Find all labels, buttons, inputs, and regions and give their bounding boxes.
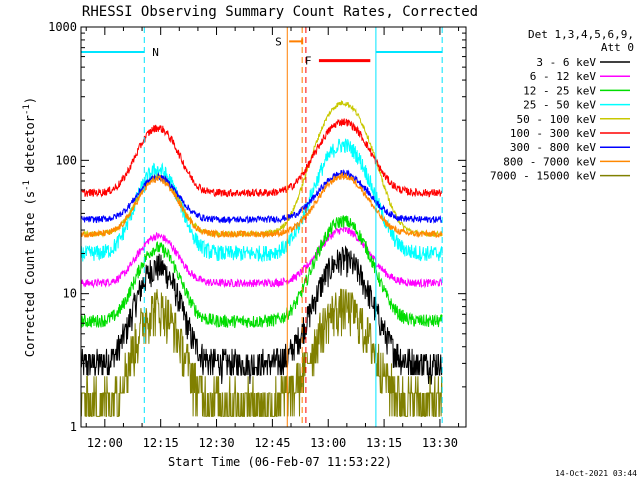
- y-axis-label-part: detector: [23, 115, 37, 180]
- series-line: [80, 138, 443, 263]
- annotation-label: F: [305, 55, 312, 68]
- legend-label: 7000 - 15000 keV: [490, 170, 596, 183]
- x-tick-label: 12:45: [254, 436, 290, 450]
- annotation-label: S: [275, 35, 282, 48]
- y-tick-label: 1: [70, 420, 77, 434]
- series-line: [80, 224, 443, 289]
- legend-header: Det 1,3,4,5,6,9,: [528, 28, 634, 41]
- y-tick-label: 1000: [48, 20, 77, 34]
- x-tick-label: 13:15: [366, 436, 402, 450]
- legend-label: 6 - 12 keV: [530, 70, 597, 83]
- x-tick-label: 13:30: [422, 436, 458, 450]
- y-tick-label: 100: [55, 153, 77, 167]
- y-axis-label: Corrected Count Rate (s-1 detector-1): [22, 97, 37, 357]
- legend-label: 50 - 100 keV: [517, 113, 597, 126]
- series-line: [80, 215, 443, 329]
- legend-label: 12 - 25 keV: [523, 84, 596, 97]
- legend-label: 300 - 800 keV: [510, 141, 596, 154]
- legend-label: 3 - 6 keV: [536, 56, 596, 69]
- x-tick-label: 12:00: [87, 436, 123, 450]
- series-line: [80, 118, 443, 198]
- series-line: [80, 172, 443, 239]
- legend-label: 100 - 300 keV: [510, 127, 596, 140]
- series-line: [80, 288, 443, 417]
- chart-title: RHESSI Observing Summary Count Rates, Co…: [82, 4, 478, 20]
- y-axis-label-sup: -1: [22, 104, 32, 115]
- y-axis-label-sup: -1: [22, 180, 32, 191]
- annotation-label: N: [152, 46, 159, 59]
- legend-label: 25 - 50 keV: [523, 99, 596, 112]
- y-tick-label: 10: [63, 287, 77, 301]
- axes-frame: [80, 26, 467, 428]
- plot-lines: [80, 100, 443, 417]
- series-line: [80, 245, 443, 385]
- x-tick-label: 12:15: [143, 436, 179, 450]
- x-axis-label: Start Time (06-Feb-07 11:53:22): [168, 455, 392, 469]
- y-axis-label-part: Corrected Count Rate (s: [23, 191, 37, 357]
- legend-header: Att 0: [601, 41, 634, 54]
- x-tick-label: 12:30: [198, 436, 234, 450]
- series-line: [80, 100, 443, 238]
- y-axis-label-part: ): [23, 97, 37, 104]
- x-tick-label: 13:00: [310, 436, 346, 450]
- footer-timestamp: 14-Oct-2021 03:44: [555, 469, 637, 478]
- axis-ticks: 12:00 12:15 12:30 12:45 13:00 13:15 13:30 1 10 10…: [48, 20, 466, 450]
- legend-label: 800 - 7000 keV: [503, 155, 596, 168]
